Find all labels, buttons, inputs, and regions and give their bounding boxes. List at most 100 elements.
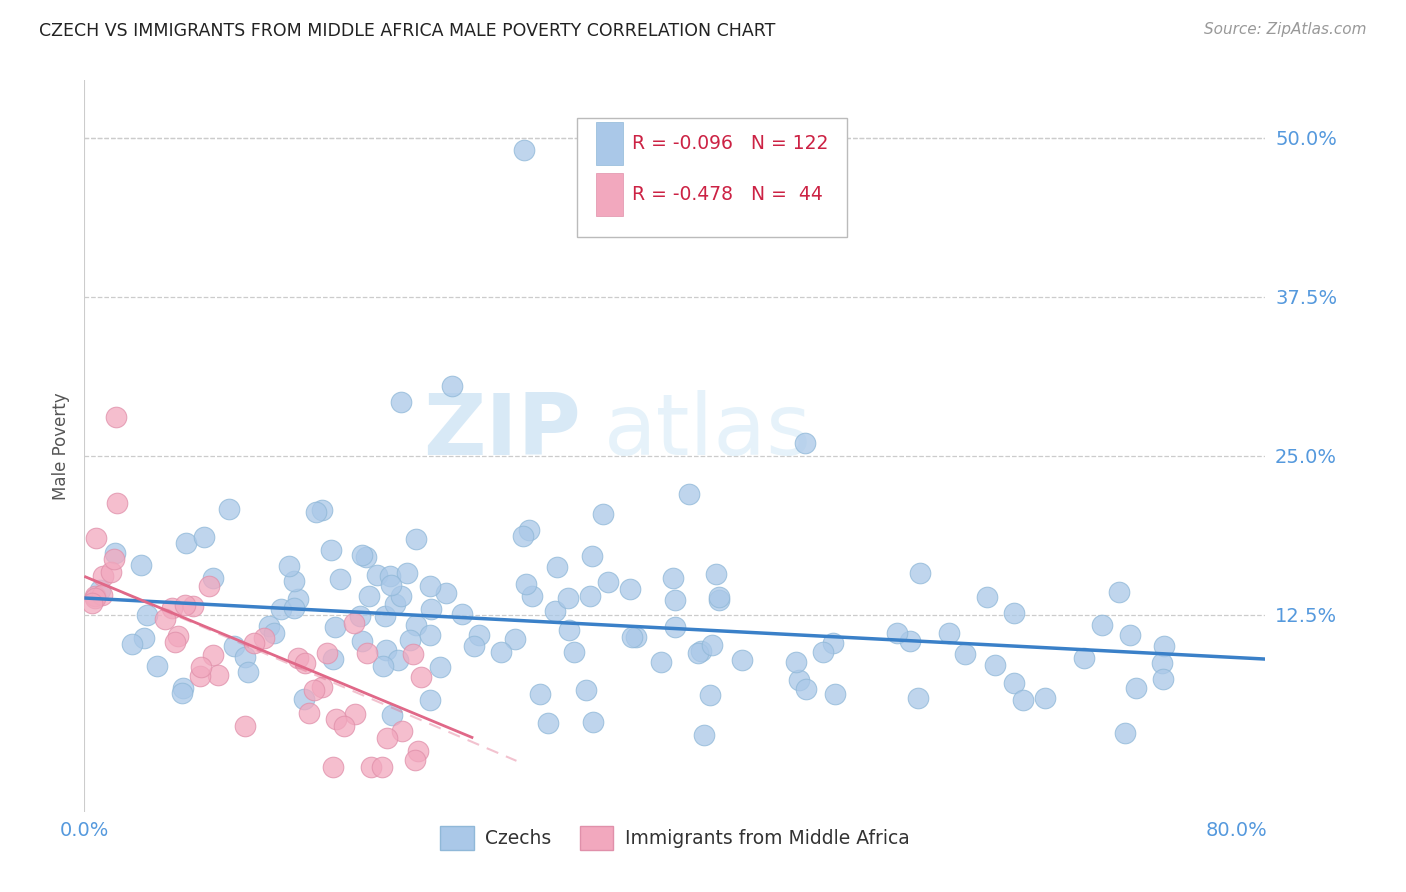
- Point: [155, 612, 177, 626]
- Point: [387, 653, 409, 667]
- Point: [529, 688, 551, 702]
- Point: [188, 669, 211, 683]
- Y-axis label: Male Poverty: Male Poverty: [52, 392, 70, 500]
- Point: [253, 632, 276, 646]
- Point: [1125, 681, 1147, 695]
- Point: [222, 639, 245, 653]
- Point: [356, 549, 378, 564]
- Point: [160, 601, 183, 615]
- Point: [824, 687, 846, 701]
- Point: [381, 708, 404, 723]
- Point: [463, 639, 485, 653]
- Point: [908, 566, 931, 580]
- Point: [380, 578, 402, 592]
- Point: [105, 410, 128, 425]
- Point: [1114, 726, 1136, 740]
- Point: [558, 623, 581, 637]
- Point: [898, 633, 921, 648]
- Point: [298, 706, 321, 720]
- Point: [83, 591, 105, 606]
- Point: [505, 632, 527, 647]
- Point: [350, 549, 373, 563]
- Point: [689, 643, 711, 657]
- Point: [686, 646, 709, 660]
- Text: Source: ZipAtlas.com: Source: ZipAtlas.com: [1204, 22, 1367, 37]
- Point: [1091, 617, 1114, 632]
- Point: [707, 593, 730, 607]
- Text: R = -0.096   N = 122: R = -0.096 N = 122: [633, 134, 828, 153]
- Point: [167, 629, 190, 643]
- Point: [93, 569, 115, 583]
- Point: [704, 566, 727, 581]
- Point: [619, 582, 641, 596]
- Point: [408, 744, 430, 758]
- Point: [678, 487, 700, 501]
- Point: [311, 503, 333, 517]
- Point: [662, 571, 685, 585]
- Point: [1119, 628, 1142, 642]
- Point: [575, 683, 598, 698]
- Point: [450, 607, 472, 621]
- Point: [557, 591, 579, 606]
- Point: [1152, 672, 1174, 686]
- Point: [80, 596, 103, 610]
- Point: [375, 731, 398, 746]
- Point: [419, 628, 441, 642]
- Point: [664, 620, 686, 634]
- Point: [134, 631, 156, 645]
- Point: [402, 647, 425, 661]
- Point: [886, 626, 908, 640]
- Point: [121, 637, 143, 651]
- Point: [236, 665, 259, 679]
- Point: [581, 549, 603, 563]
- Point: [621, 630, 644, 644]
- Point: [270, 602, 292, 616]
- Text: R = -0.478   N =  44: R = -0.478 N = 44: [633, 186, 823, 204]
- Point: [699, 688, 721, 702]
- Point: [329, 573, 352, 587]
- Point: [520, 589, 543, 603]
- Point: [278, 558, 301, 573]
- Point: [598, 574, 620, 589]
- Point: [287, 651, 309, 665]
- Point: [938, 625, 960, 640]
- Point: [374, 642, 396, 657]
- Text: CZECH VS IMMIGRANTS FROM MIDDLE AFRICA MALE POVERTY CORRELATION CHART: CZECH VS IMMIGRANTS FROM MIDDLE AFRICA M…: [39, 22, 776, 40]
- Point: [434, 586, 457, 600]
- Point: [136, 608, 159, 623]
- Point: [103, 552, 125, 566]
- Point: [343, 707, 366, 722]
- Point: [1033, 691, 1056, 706]
- Point: [322, 652, 344, 666]
- Point: [419, 692, 441, 706]
- Point: [440, 378, 463, 392]
- Point: [83, 589, 105, 603]
- Point: [405, 617, 427, 632]
- Point: [207, 668, 229, 682]
- Point: [198, 579, 221, 593]
- Point: [333, 719, 356, 733]
- Point: [100, 565, 122, 579]
- Point: [537, 716, 560, 731]
- Point: [517, 523, 540, 537]
- Point: [91, 589, 114, 603]
- Point: [1108, 585, 1130, 599]
- Point: [305, 505, 328, 519]
- Point: [172, 681, 194, 695]
- Point: [664, 593, 686, 607]
- Point: [316, 646, 339, 660]
- Point: [378, 569, 401, 583]
- Point: [190, 660, 212, 674]
- Point: [785, 656, 807, 670]
- Point: [202, 571, 225, 585]
- Point: [1153, 639, 1175, 653]
- Point: [1002, 606, 1025, 620]
- Point: [360, 760, 382, 774]
- Point: [374, 608, 396, 623]
- Point: [468, 628, 491, 642]
- Point: [283, 601, 305, 615]
- Point: [391, 723, 413, 738]
- Point: [489, 645, 512, 659]
- Point: [350, 634, 373, 648]
- Point: [323, 620, 346, 634]
